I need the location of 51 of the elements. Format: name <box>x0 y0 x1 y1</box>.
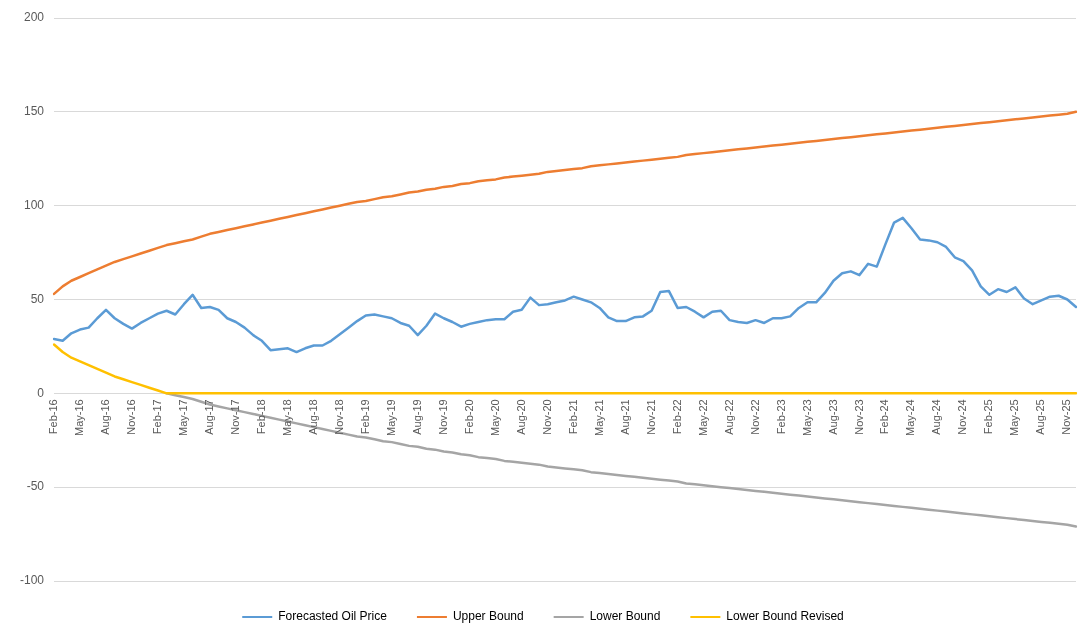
x-tick-label: Aug-25 <box>1034 399 1047 435</box>
x-tick-label: Feb-16 <box>47 399 60 435</box>
y-tick-label: 150 <box>23 104 45 119</box>
y-tick-label: -100 <box>19 573 45 588</box>
x-tick-label: Nov-25 <box>1060 399 1073 435</box>
x-tick-label: Feb-19 <box>358 399 371 435</box>
x-tick-label: Aug-17 <box>202 399 215 435</box>
x-tick-label: May-20 <box>488 399 501 437</box>
x-tick-label: Nov-18 <box>332 399 345 435</box>
x-tick-label: Nov-23 <box>852 399 865 435</box>
x-tick-label: Feb-24 <box>878 399 891 435</box>
legend-label: Lower Bound <box>589 609 661 624</box>
x-tick-label: Nov-19 <box>436 399 449 435</box>
x-tick-label: Feb-23 <box>774 399 787 435</box>
x-tick-label: Aug-20 <box>514 399 527 435</box>
x-tick-label: Aug-19 <box>410 399 423 435</box>
y-tick-label: 0 <box>37 385 45 400</box>
x-tick-label: Nov-21 <box>644 399 657 435</box>
x-tick-label: Feb-17 <box>150 399 163 435</box>
x-tick-label: May-21 <box>592 399 605 437</box>
x-tick-label: May-25 <box>1008 399 1021 437</box>
x-tick-label: May-18 <box>280 399 293 437</box>
y-tick-label: 100 <box>23 197 45 212</box>
x-tick-label: Aug-21 <box>618 399 631 435</box>
x-tick-label: May-22 <box>696 399 709 437</box>
x-tick-label: Feb-22 <box>670 399 683 435</box>
x-tick-label: Aug-22 <box>722 399 735 435</box>
x-tick-label: May-23 <box>800 399 813 437</box>
x-tick-label: Feb-20 <box>462 399 475 435</box>
legend-label: Forecasted Oil Price <box>278 609 388 624</box>
y-tick-label: 200 <box>23 10 45 25</box>
x-tick-label: Aug-23 <box>826 399 839 435</box>
x-tick-label: May-19 <box>384 399 397 437</box>
x-tick-label: Feb-25 <box>982 399 995 435</box>
x-tick-label: Aug-24 <box>930 399 943 435</box>
x-tick-label: Nov-17 <box>228 399 241 435</box>
x-tick-label: Aug-18 <box>306 399 319 435</box>
legend-label: Lower Bound Revised <box>726 609 844 624</box>
x-tick-label: Nov-20 <box>540 399 553 435</box>
x-tick-label: Nov-24 <box>956 399 969 435</box>
x-tick-label: May-16 <box>73 399 86 437</box>
x-tick-label: Nov-16 <box>125 399 137 435</box>
x-tick-label: Feb-21 <box>566 399 579 435</box>
legend-label: Upper Bound <box>452 609 524 624</box>
x-tick-label: May-17 <box>176 399 189 437</box>
x-tick-label: May-24 <box>904 399 917 437</box>
x-tick-label: Feb-18 <box>254 399 267 435</box>
y-tick-label: -50 <box>26 479 45 494</box>
x-tick-label: Aug-16 <box>99 399 112 435</box>
x-tick-label: Nov-22 <box>748 399 761 435</box>
y-tick-label: 50 <box>30 291 45 306</box>
